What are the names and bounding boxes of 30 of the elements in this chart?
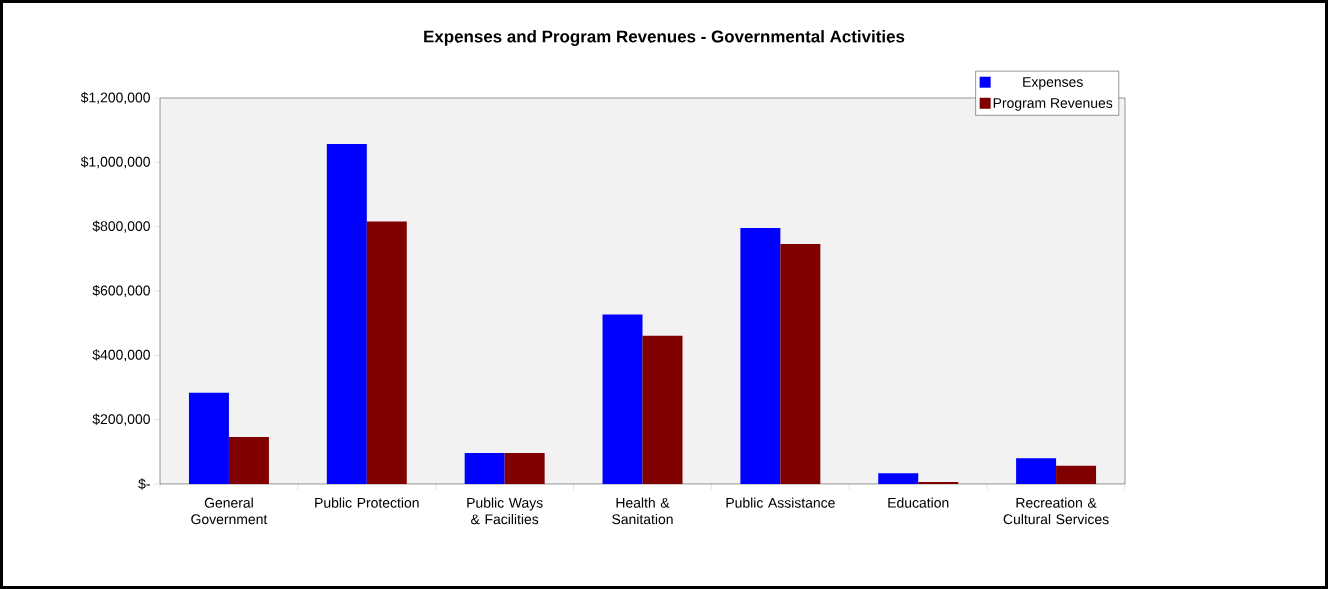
legend-label: Expenses	[1023, 77, 1083, 90]
x-tick-label: Public Ways & Facilities	[467, 497, 543, 525]
bar	[602, 314, 643, 484]
bar	[464, 453, 505, 484]
bar	[780, 244, 821, 484]
bar	[366, 221, 407, 484]
bar	[642, 335, 683, 484]
y-tick-label: $1,000,000	[80, 156, 150, 169]
y-tick-label: $-	[138, 478, 150, 490]
bar	[326, 143, 367, 484]
bar	[1016, 458, 1057, 484]
bar	[504, 453, 545, 484]
y-tick-label: $800,000	[92, 220, 150, 233]
x-tick-label: Public Assistance	[726, 497, 835, 508]
x-tick-label: General Government	[191, 497, 268, 525]
bar	[1056, 465, 1097, 484]
x-tick-label: Public Protection	[315, 497, 419, 508]
y-tick-label: $1,200,000	[80, 91, 150, 105]
bar	[228, 437, 269, 484]
x-tick-label: Recreation & Cultural Services	[1003, 497, 1109, 525]
bar	[740, 227, 781, 484]
bar	[878, 473, 919, 484]
x-tick-label: Education	[888, 497, 949, 508]
bar	[188, 392, 229, 484]
legend-label: Program Revenues	[993, 98, 1113, 111]
chart-title: Expenses and Program Revenues - Governmental Activities	[424, 30, 905, 46]
x-tick-label: Health & Sanitation	[612, 497, 673, 525]
y-tick-label: $400,000	[92, 349, 150, 362]
y-tick-label: $600,000	[92, 284, 150, 298]
y-tick-label: $200,000	[92, 413, 150, 426]
